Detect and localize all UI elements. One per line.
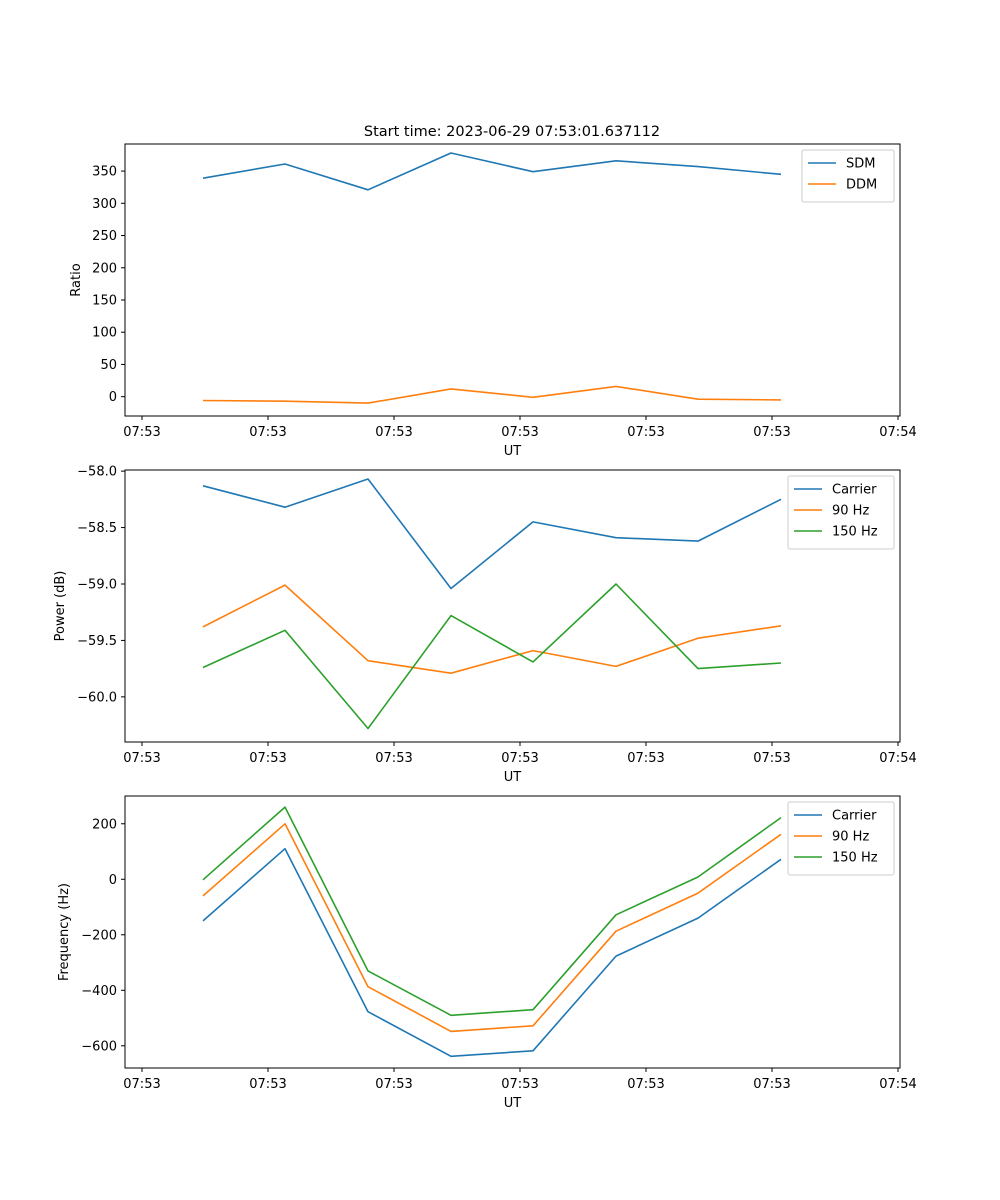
chart-panel-ratio: 07:53 07:53 07:53 07:53 07:53 07:53 07:54 0 50 10… — [69, 143, 917, 459]
y-axis-label: Frequency (Hz) — [57, 883, 72, 981]
legend-label: Carrier — [832, 483, 877, 498]
legend: Carrier 90 Hz 150 Hz — [787, 475, 895, 550]
y-tick-label: 150 — [92, 293, 117, 308]
legend-label: 90 Hz — [832, 830, 869, 845]
y-tick-label: −60.0 — [77, 690, 117, 705]
series-line-150-hz — [202, 806, 782, 1017]
legend-label: DDM — [846, 178, 877, 193]
legend-label: Carrier — [832, 809, 877, 824]
series-line-150-hz — [202, 583, 782, 730]
y-axis-label: Power (dB) — [53, 571, 68, 642]
chart-panel-frequency: 07:53 07:53 07:53 07:53 07:53 07:53 07:54 −600 −… — [57, 795, 917, 1111]
x-tick-label: 07:53 — [501, 425, 538, 440]
axes-frame — [124, 795, 901, 1069]
chart-panel-power: 07:53 07:53 07:53 07:53 07:53 07:53 07:54 −60.0… — [53, 465, 917, 785]
y-tick-label: 50 — [100, 358, 117, 373]
y-tick-label: −600 — [81, 1039, 117, 1054]
series-line-sdm — [202, 152, 782, 191]
y-axis-label: Ratio — [69, 263, 84, 296]
y-tick-label: 200 — [92, 817, 117, 832]
x-tick-label: 07:53 — [249, 425, 286, 440]
y-tick-label: −200 — [81, 928, 117, 943]
legend: SDM DDM — [801, 149, 895, 203]
legend-label: 150 Hz — [832, 851, 878, 866]
x-tick-label: 07:53 — [627, 751, 664, 766]
x-tick-label: 07:53 — [375, 425, 412, 440]
y-tick-label: −400 — [81, 984, 117, 999]
x-tick-label: 07:53 — [123, 751, 160, 766]
y-tick-label: −58.5 — [77, 521, 117, 536]
x-tick-label: 07:53 — [627, 425, 664, 440]
x-tick-label: 07:53 — [375, 751, 412, 766]
y-tick-label: −58.0 — [77, 465, 117, 480]
x-tick-label: 07:53 — [375, 1077, 412, 1092]
x-tick-label: 07:53 — [249, 1077, 286, 1092]
x-tick-label: 07:53 — [753, 751, 790, 766]
x-tick-label: 07:53 — [753, 425, 790, 440]
y-tick-label: 100 — [92, 326, 117, 341]
x-tick-label: 07:54 — [879, 751, 916, 766]
axes-frame — [124, 469, 901, 743]
y-tick-label: 350 — [92, 165, 117, 180]
x-tick-label: 07:53 — [753, 1077, 790, 1092]
x-tick-label: 07:53 — [501, 751, 538, 766]
y-tick-label: 0 — [109, 873, 117, 888]
series-line-carrier — [202, 478, 782, 590]
legend-label: SDM — [846, 157, 875, 172]
y-tick-label: 300 — [92, 197, 117, 212]
y-tick-label: 250 — [92, 229, 117, 244]
figure-title: Start time: 2023-06-29 07:53:01.637112 — [364, 124, 660, 140]
axes-frame — [124, 143, 901, 417]
x-tick-label: 07:53 — [123, 1077, 160, 1092]
x-axis-label: UT — [504, 1096, 522, 1111]
y-tick-label: 0 — [109, 390, 117, 405]
legend: Carrier 90 Hz 150 Hz — [787, 801, 895, 876]
x-tick-label: 07:53 — [627, 1077, 664, 1092]
series-line-ddm — [202, 385, 782, 404]
legend-label: 90 Hz — [832, 504, 869, 519]
y-tick-label: −59.5 — [77, 634, 117, 649]
series-line-carrier — [202, 847, 782, 1058]
x-tick-label: 07:53 — [501, 1077, 538, 1092]
series-line-90-hz — [202, 822, 782, 1033]
x-tick-label: 07:53 — [249, 751, 286, 766]
x-tick-label: 07:53 — [123, 425, 160, 440]
x-axis-label: UT — [504, 770, 522, 785]
y-tick-label: 200 — [92, 261, 117, 276]
x-tick-label: 07:54 — [879, 1077, 916, 1092]
x-tick-label: 07:54 — [879, 425, 916, 440]
x-axis-label: UT — [504, 444, 522, 459]
y-tick-label: −59.0 — [77, 577, 117, 592]
series-line-90-hz — [202, 584, 782, 675]
legend-label: 150 Hz — [832, 525, 878, 540]
